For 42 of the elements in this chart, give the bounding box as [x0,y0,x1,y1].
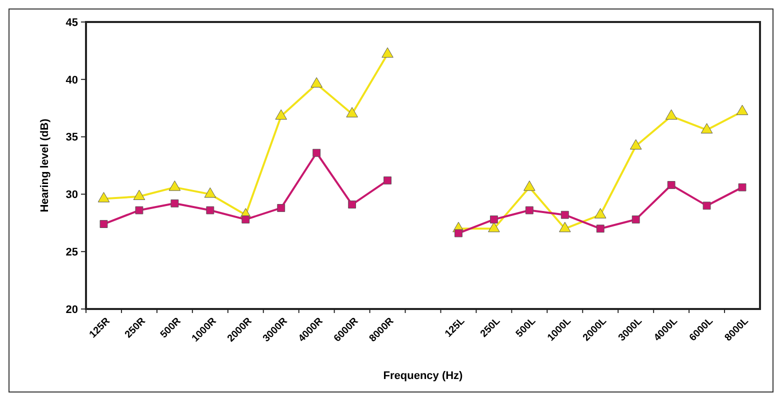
point [312,148,321,157]
point [665,109,678,120]
y-tick-label: 45 [66,16,78,29]
point [384,176,392,184]
point [100,220,108,228]
point [559,222,571,232]
y-tick-label: 20 [66,304,78,316]
point [700,123,713,134]
point [488,222,500,232]
point [275,109,287,120]
point [133,190,146,200]
point [204,187,216,198]
x-axis-title: Frequency (Hz) [383,370,464,382]
point [738,183,746,192]
point [310,77,322,88]
point [525,206,534,214]
point [348,200,356,208]
y-tick-label: 35 [66,132,78,144]
point [346,107,358,118]
point [382,47,394,58]
point [170,199,179,208]
point [98,192,110,202]
point [596,224,604,233]
point [277,204,286,212]
y-tick-label: 25 [66,246,78,258]
point [630,139,642,150]
point [736,104,748,116]
point [560,210,569,219]
point [242,216,250,224]
point [490,216,498,224]
point [168,180,181,191]
point [524,180,536,191]
point [594,208,606,218]
point [206,206,214,214]
point [135,206,144,214]
y-tick-label: 40 [66,74,78,86]
point [667,181,676,189]
y-axis-title: Hearing level (dB) [39,118,51,212]
point [632,216,640,224]
point [454,229,462,238]
y-tick-label: 30 [66,189,78,202]
point [702,202,711,210]
